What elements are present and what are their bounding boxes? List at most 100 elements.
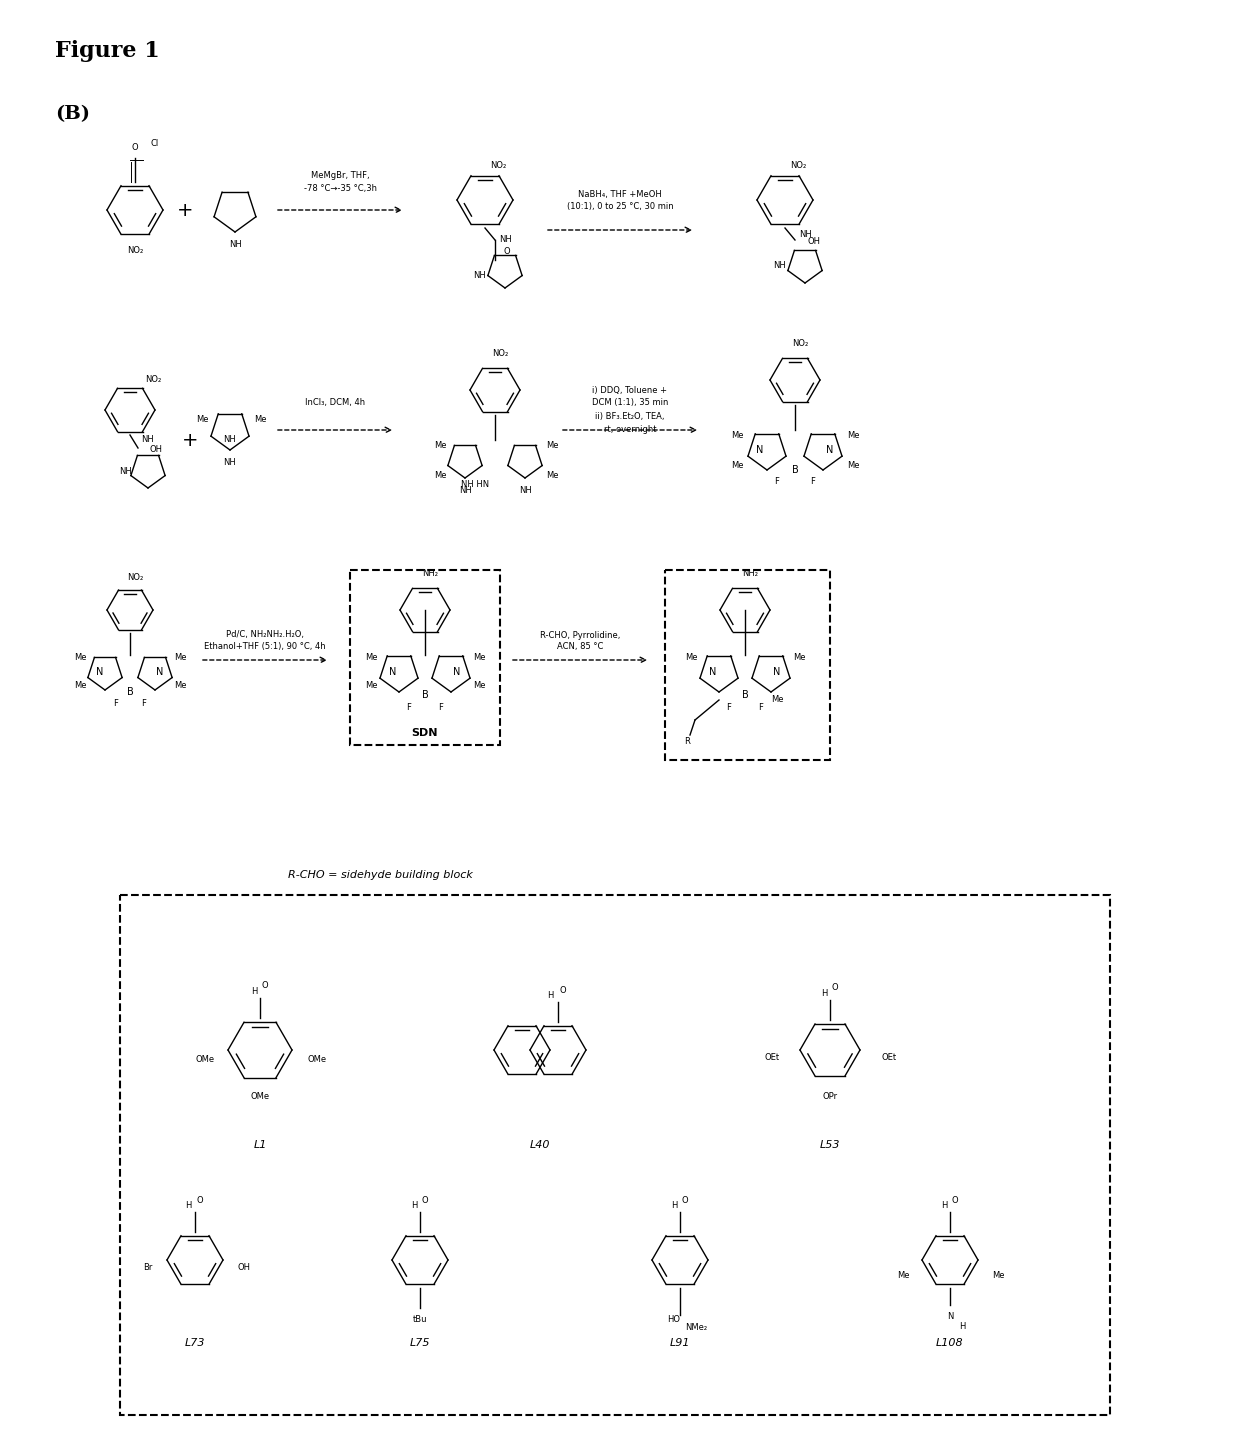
Text: NH: NH (119, 467, 131, 476)
Text: DCM (1:1), 35 min: DCM (1:1), 35 min (591, 397, 668, 406)
Text: NaBH₄, THF +MeOH: NaBH₄, THF +MeOH (578, 191, 662, 199)
Text: N: N (826, 446, 833, 454)
Text: NH₂: NH₂ (742, 569, 758, 578)
Text: B: B (126, 687, 134, 697)
Text: H: H (548, 992, 554, 1000)
Text: NH: NH (518, 486, 532, 495)
Text: H: H (186, 1201, 192, 1210)
Text: N: N (156, 667, 164, 677)
Text: Me: Me (365, 654, 377, 662)
Text: Pd/C, NH₂NH₂.H₂O,: Pd/C, NH₂NH₂.H₂O, (226, 630, 304, 639)
Text: Me: Me (546, 470, 558, 479)
Text: NH HN: NH HN (461, 480, 489, 489)
Text: F: F (727, 703, 732, 712)
Text: Me: Me (73, 654, 87, 662)
Text: L40: L40 (529, 1140, 551, 1150)
Text: NH: NH (223, 459, 237, 467)
Text: Me: Me (365, 681, 377, 690)
Text: NO₂: NO₂ (490, 160, 506, 169)
Text: (10:1), 0 to 25 °C, 30 min: (10:1), 0 to 25 °C, 30 min (567, 202, 673, 211)
Text: F: F (775, 478, 780, 486)
Text: NO₂: NO₂ (790, 160, 806, 169)
Text: O: O (422, 1195, 428, 1206)
Text: NH: NH (774, 261, 786, 269)
Text: Me: Me (546, 441, 558, 450)
Text: NO₂: NO₂ (492, 349, 508, 358)
Text: (B): (B) (55, 105, 91, 122)
Text: Me: Me (730, 431, 743, 440)
Text: rt, overnight: rt, overnight (604, 425, 656, 434)
Text: O: O (197, 1195, 203, 1206)
Text: NO₂: NO₂ (126, 574, 143, 582)
Text: OPr: OPr (822, 1092, 837, 1101)
Text: L91: L91 (670, 1338, 691, 1348)
Text: H: H (250, 987, 257, 996)
Text: F: F (811, 478, 816, 486)
Text: H: H (821, 989, 827, 997)
Text: OH: OH (150, 446, 162, 454)
Text: F: F (439, 703, 444, 712)
Text: L1: L1 (253, 1140, 267, 1150)
Text: F: F (759, 703, 764, 712)
Text: H: H (410, 1201, 417, 1210)
Text: Me: Me (174, 681, 186, 690)
Text: ACN, 85 °C: ACN, 85 °C (557, 642, 603, 651)
Text: Me: Me (472, 681, 485, 690)
Text: NH: NH (223, 435, 237, 444)
Text: N: N (97, 667, 104, 677)
Text: NO₂: NO₂ (792, 339, 808, 348)
Text: O: O (262, 981, 268, 990)
Text: R: R (684, 738, 689, 747)
Text: NH: NH (498, 234, 511, 245)
Text: HO: HO (667, 1316, 680, 1325)
Text: N: N (389, 667, 397, 677)
Text: B: B (742, 690, 749, 700)
Text: NMe₂: NMe₂ (684, 1324, 707, 1332)
Text: F: F (141, 699, 146, 709)
Text: ii) BF₃.Et₂O, TEA,: ii) BF₃.Et₂O, TEA, (595, 412, 665, 421)
Text: NH: NH (228, 240, 242, 249)
Text: L73: L73 (185, 1338, 206, 1348)
Text: tBu: tBu (413, 1315, 428, 1324)
Text: R-CHO, Pyrrolidine,: R-CHO, Pyrrolidine, (539, 630, 620, 639)
Text: OMe: OMe (308, 1056, 326, 1064)
Text: Me: Me (174, 654, 186, 662)
Text: Me: Me (196, 415, 208, 425)
Text: OH: OH (807, 237, 820, 246)
Text: Ethanol+THF (5:1), 90 °C, 4h: Ethanol+THF (5:1), 90 °C, 4h (205, 642, 326, 651)
Text: O: O (682, 1195, 688, 1206)
Text: -78 °C→-35 °C,3h: -78 °C→-35 °C,3h (304, 183, 377, 192)
Text: InCl₃, DCM, 4h: InCl₃, DCM, 4h (305, 397, 365, 406)
Text: NH: NH (141, 435, 154, 444)
Text: H: H (941, 1201, 947, 1210)
Bar (665, 569, 830, 760)
Text: NH: NH (474, 271, 486, 280)
Text: Cl: Cl (151, 138, 159, 149)
Text: Me: Me (434, 470, 446, 479)
Text: N: N (454, 667, 461, 677)
Text: Me: Me (992, 1271, 1004, 1280)
Text: O: O (559, 986, 567, 994)
Text: N: N (756, 446, 764, 454)
Bar (350, 569, 500, 745)
Text: Me: Me (847, 460, 859, 469)
Text: N: N (947, 1312, 954, 1321)
Text: B: B (791, 464, 799, 475)
Text: H: H (671, 1201, 677, 1210)
Text: NH: NH (459, 486, 471, 495)
Text: N: N (709, 667, 717, 677)
Text: NH₂: NH₂ (422, 569, 438, 578)
Text: B: B (422, 690, 428, 700)
Text: Me: Me (684, 654, 697, 662)
Text: NH: NH (799, 230, 811, 239)
Text: NO₂: NO₂ (126, 246, 143, 255)
Text: Me: Me (434, 441, 446, 450)
Text: Me: Me (898, 1271, 910, 1280)
Bar (120, 895, 1110, 1415)
Text: Me: Me (730, 460, 743, 469)
Text: H: H (959, 1322, 965, 1331)
Text: Figure 1: Figure 1 (55, 39, 160, 63)
Text: Me: Me (254, 415, 267, 425)
Text: +: + (177, 201, 193, 220)
Text: OMe: OMe (250, 1092, 269, 1101)
